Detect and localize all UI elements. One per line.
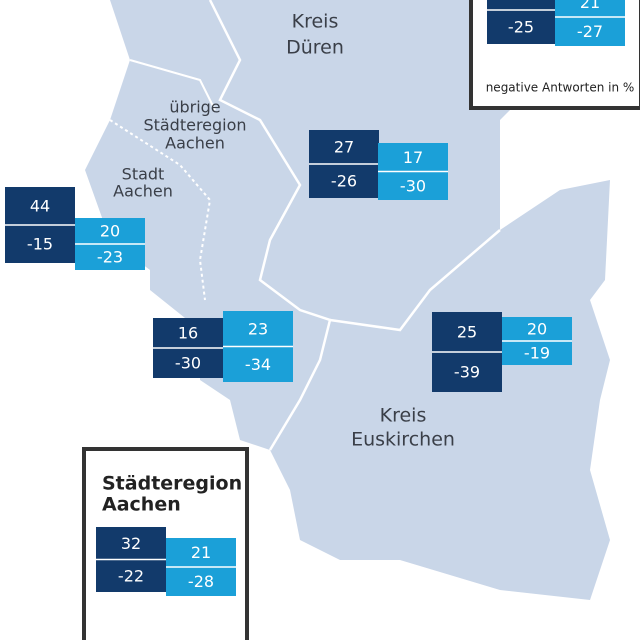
value-label: 20 xyxy=(100,222,120,241)
value-label: 25 xyxy=(457,323,477,342)
value-label: 21 xyxy=(580,0,600,12)
value-label: -26 xyxy=(331,172,357,191)
region-label: Euskirchen xyxy=(351,429,455,451)
value-label: 16 xyxy=(178,324,198,343)
value-box xyxy=(555,0,625,46)
value-label: -22 xyxy=(118,566,144,585)
value-box xyxy=(487,0,555,44)
value-label: -39 xyxy=(454,363,480,382)
value-label: -23 xyxy=(97,248,123,267)
summary-title: Städteregion xyxy=(102,473,242,495)
value-label: -27 xyxy=(577,22,603,41)
region-label: Aachen xyxy=(113,182,173,201)
region-label: Kreis xyxy=(380,405,427,427)
border xyxy=(329,229,501,332)
region-label: Düren xyxy=(286,37,344,59)
value-label: 21 xyxy=(191,543,211,562)
summary-title: Aachen xyxy=(102,494,181,516)
region-label: übrige xyxy=(169,98,220,117)
value-label: -25 xyxy=(508,18,534,37)
dotted-border xyxy=(109,119,212,301)
border xyxy=(129,59,216,111)
value-label: -19 xyxy=(524,344,550,363)
value-label: -30 xyxy=(175,354,201,373)
value-label: 17 xyxy=(403,148,423,167)
value-label: -28 xyxy=(188,572,214,591)
region-label: Stadt xyxy=(122,165,165,184)
map-area xyxy=(85,0,610,600)
value-label: -15 xyxy=(27,235,53,254)
value-label: 20 xyxy=(527,320,547,339)
value-label: 32 xyxy=(121,534,141,553)
value-label: -34 xyxy=(245,355,271,374)
region-label: Kreis xyxy=(292,11,339,33)
border xyxy=(208,0,332,451)
region-label: Städteregion xyxy=(143,116,246,135)
value-label: 23 xyxy=(248,319,268,338)
value-label: 27 xyxy=(334,138,354,157)
value-label: -30 xyxy=(400,176,426,195)
value-label: 44 xyxy=(30,197,50,216)
legend-note: negative Antworten in % xyxy=(486,81,635,95)
region-label: Aachen xyxy=(165,134,225,153)
